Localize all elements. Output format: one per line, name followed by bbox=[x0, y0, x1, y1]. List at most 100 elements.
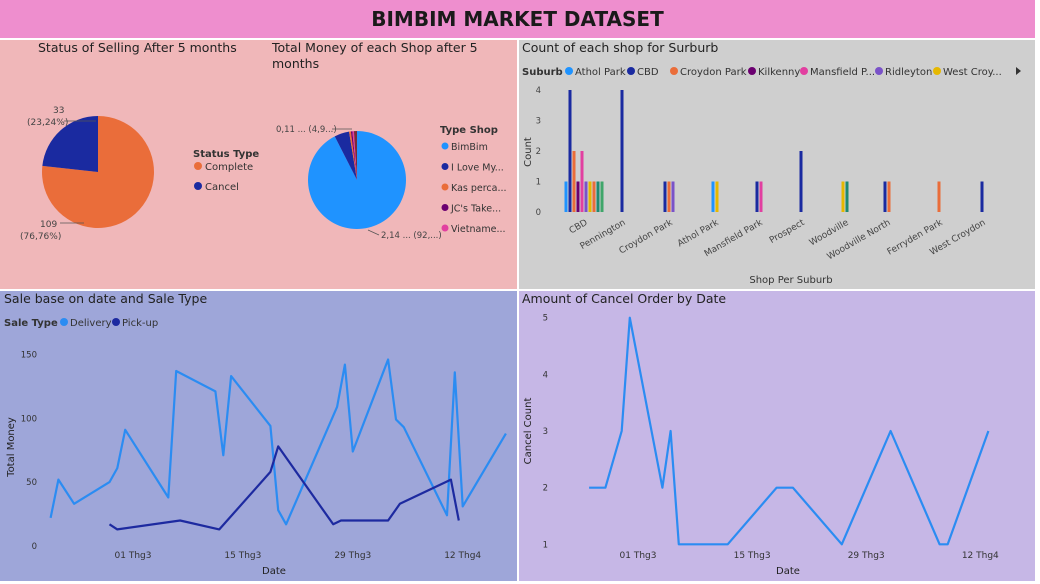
suburb-legend-label-2: Croydon Park bbox=[680, 67, 747, 78]
status-label-cancel-count: 33 bbox=[53, 106, 64, 116]
shop-legend-label-3: JC's Take... bbox=[450, 204, 501, 215]
suburb-bar-8-0 bbox=[937, 181, 941, 212]
suburb-legend-marker-2 bbox=[670, 67, 678, 75]
line3-ylabel: Total Money bbox=[6, 417, 17, 478]
suburb-bar-3-0 bbox=[711, 181, 715, 212]
suburb-xtick-0: CBD bbox=[568, 218, 590, 236]
line4-xtick-3: 12 Thg4 bbox=[962, 551, 999, 561]
line4-ytick-2: 3 bbox=[543, 427, 548, 437]
shop-legend-marker-1 bbox=[441, 163, 449, 170]
suburb-bar-4-1 bbox=[759, 181, 763, 212]
sales-legend-label-1: Pick-up bbox=[122, 318, 158, 329]
cancel-chart-title: Amount of Cancel Order by Date bbox=[522, 291, 727, 306]
shop-money-panel: Total Money of each Shop after 5 months … bbox=[260, 40, 517, 289]
line3-ytick-3: 150 bbox=[21, 350, 37, 360]
shop-money-title-line2: months bbox=[272, 56, 320, 71]
status-label-complete-count: 109 bbox=[40, 220, 57, 230]
suburb-bar-0-4 bbox=[580, 151, 584, 212]
suburb-legend-marker-0 bbox=[565, 67, 573, 75]
suburb-bar-0-2 bbox=[572, 151, 576, 212]
shop-pie-slice-3 bbox=[350, 131, 357, 180]
line4-ytick-4: 5 bbox=[543, 314, 548, 324]
suburb-ytick-2: 2 bbox=[536, 147, 541, 157]
legend-next-arrow-icon bbox=[1016, 67, 1021, 75]
suburb-bar-0-6 bbox=[588, 181, 592, 212]
suburb-bar-0-0 bbox=[564, 181, 568, 212]
status-legend-label-0: Complete bbox=[205, 162, 253, 173]
line4-xtick-2: 29 Thg3 bbox=[848, 551, 885, 561]
suburb-legend-marker-3 bbox=[748, 67, 756, 75]
line4-xtick-1: 15 Thg3 bbox=[734, 551, 771, 561]
shop-legend-marker-3 bbox=[441, 204, 449, 211]
suburb-bar-0-8 bbox=[596, 181, 600, 212]
suburb-bar-2-2 bbox=[671, 181, 675, 212]
suburb-legend-label-5: Ridleyton bbox=[885, 67, 932, 78]
suburb-bar-0-1 bbox=[568, 90, 572, 212]
line4-xtick-0: 01 Thg3 bbox=[620, 551, 657, 561]
shop-legend-marker-0 bbox=[441, 142, 449, 150]
shop-legend-label-2: Kas perca... bbox=[451, 183, 507, 194]
suburb-legend-marker-6 bbox=[933, 67, 941, 75]
status-legend-title: Status Type bbox=[193, 149, 259, 160]
line4-ytick-0: 1 bbox=[543, 540, 548, 550]
status-label-complete-pct: (76,76%) bbox=[20, 232, 61, 242]
shop-legend-title: Type Shop bbox=[440, 125, 498, 136]
status-legend-label-1: Cancel bbox=[205, 182, 239, 193]
suburb-legend-marker-4 bbox=[800, 67, 808, 75]
suburb-bar-3-1 bbox=[715, 181, 719, 212]
status-label-cancel-pct: (23,24%) bbox=[27, 118, 68, 128]
shop-money-title-line1: Total Money of each Shop after 5 bbox=[272, 40, 478, 55]
suburb-bar-2-1 bbox=[667, 181, 671, 212]
line4-ylabel: Cancel Count bbox=[523, 398, 534, 465]
sales-legend-marker-0 bbox=[60, 318, 68, 326]
shop-label-large: 2,14 ... (92,...) bbox=[381, 231, 442, 241]
shop-legend-label-1: I Love My... bbox=[451, 163, 504, 174]
status-pie-chart: 33 (23,24%) 109 (76,76%) Status Type Complete… bbox=[20, 106, 259, 242]
suburb-ytick-4: 4 bbox=[536, 86, 541, 96]
suburb-bar-1-0 bbox=[620, 90, 624, 212]
line3-ytick-2: 100 bbox=[21, 414, 37, 424]
suburb-legend-marker-5 bbox=[875, 67, 883, 75]
line3-ytick-1: 50 bbox=[26, 478, 37, 488]
line3-xtick-3: 12 Thg4 bbox=[444, 551, 481, 561]
suburb-xtick-5: Prospect bbox=[768, 218, 807, 246]
suburb-legend-label-6: West Croy... bbox=[943, 67, 1002, 78]
shop-money-pie-chart: 0,11 ... (4,9...) 2,14 ... (92,...) Type S… bbox=[276, 125, 507, 241]
suburb-bar-0-3 bbox=[576, 181, 580, 212]
cancel-line-chart: 1 2 3 4 5 01 Thg3 15 Thg3 29 Thg3 12 Thg4 Cancel … bbox=[523, 314, 999, 577]
shop-money-chart-title: Total Money of each Shop after 5 months bbox=[272, 40, 512, 72]
suburb-bar-7-1 bbox=[887, 181, 891, 212]
line4-ytick-1: 2 bbox=[543, 484, 548, 494]
line3-series-1 bbox=[108, 445, 460, 531]
suburb-bar-5-0 bbox=[799, 151, 803, 212]
suburb-legend-marker-1 bbox=[627, 67, 635, 75]
shop-legend-label-0: BimBim bbox=[451, 142, 488, 153]
suburb-legend-label-1: CBD bbox=[637, 67, 659, 78]
status-chart-title: Status of Selling After 5 months bbox=[38, 40, 237, 55]
suburb-bar-9-0 bbox=[980, 181, 984, 212]
line4-ytick-3: 4 bbox=[543, 370, 548, 380]
status-legend-marker-0 bbox=[194, 162, 202, 170]
suburb-legend-label-3: Kilkenny bbox=[758, 67, 800, 78]
shop-pie-slice-5 bbox=[353, 131, 357, 180]
shop-pie-slice-1 bbox=[334, 131, 357, 180]
suburb-ytick-3: 3 bbox=[536, 117, 541, 127]
suburb-bar-4-0 bbox=[755, 181, 759, 212]
suburb-bar-0-5 bbox=[584, 181, 588, 212]
line3-xlabel: Date bbox=[262, 566, 286, 577]
line3-series-0 bbox=[49, 358, 507, 526]
sales-panel: Sale base on date and Sale Type Sale Typ… bbox=[0, 291, 517, 581]
suburb-ylabel: Count bbox=[523, 137, 534, 167]
suburb-legend-label-0: Athol Park bbox=[575, 67, 626, 78]
sales-chart-title: Sale base on date and Sale Type bbox=[4, 291, 208, 306]
line3-ytick-0: 0 bbox=[32, 542, 37, 552]
suburb-bar-6-1 bbox=[845, 181, 849, 212]
suburb-legend-label-4: Mansfield P... bbox=[810, 67, 875, 78]
sales-line-chart: Sale Type Delivery Pick-up 0 50 100 150 01 Thg3… bbox=[4, 318, 507, 577]
shop-legend-marker-4 bbox=[441, 224, 449, 232]
suburb-ytick-0: 0 bbox=[536, 208, 541, 218]
shop-pie-slice-4 bbox=[352, 131, 357, 180]
dashboard-header: BIMBIM MARKET DATASET bbox=[0, 0, 1035, 38]
suburb-bar-0-9 bbox=[600, 181, 604, 212]
line3-xtick-1: 15 Thg3 bbox=[224, 551, 261, 561]
